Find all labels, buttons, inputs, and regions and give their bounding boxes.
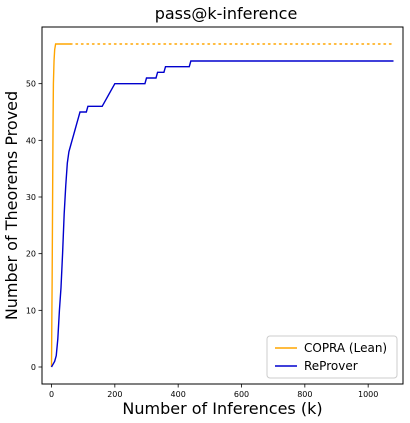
x-tick-label: 400: [171, 390, 186, 399]
series-line-0: [50, 43, 71, 368]
chart-title: pass@k-inference: [155, 4, 298, 23]
series-line-2: [50, 60, 394, 368]
axis-ticks: 0 200 400 600 800 1000 0 10 20 30 40 50: [26, 80, 379, 399]
y-tick-label: 30: [26, 193, 36, 202]
y-tick-label: 50: [26, 80, 36, 89]
x-axis-label: Number of Inferences (k): [122, 399, 322, 418]
plot-frame: [41, 26, 404, 385]
legend-entry: COPRA (Lean): [304, 341, 387, 355]
legend-entry: ReProver: [304, 359, 358, 373]
legend-box: [266, 335, 398, 379]
y-tick-label: 20: [26, 250, 36, 259]
y-axis-label: Number of Theorems Proved: [2, 91, 21, 320]
y-tick-label: 10: [26, 306, 36, 315]
y-tick-label: 40: [26, 136, 36, 145]
x-tick-label: 600: [234, 390, 249, 399]
legend: COPRA (Lean) ReProver: [266, 335, 398, 379]
x-tick-label: 1000: [358, 390, 378, 399]
x-tick-label: 0: [49, 390, 54, 399]
y-tick-label: 0: [31, 363, 36, 372]
x-tick-label: 800: [297, 390, 312, 399]
x-tick-label: 200: [107, 390, 122, 399]
plot-area: [50, 43, 395, 368]
